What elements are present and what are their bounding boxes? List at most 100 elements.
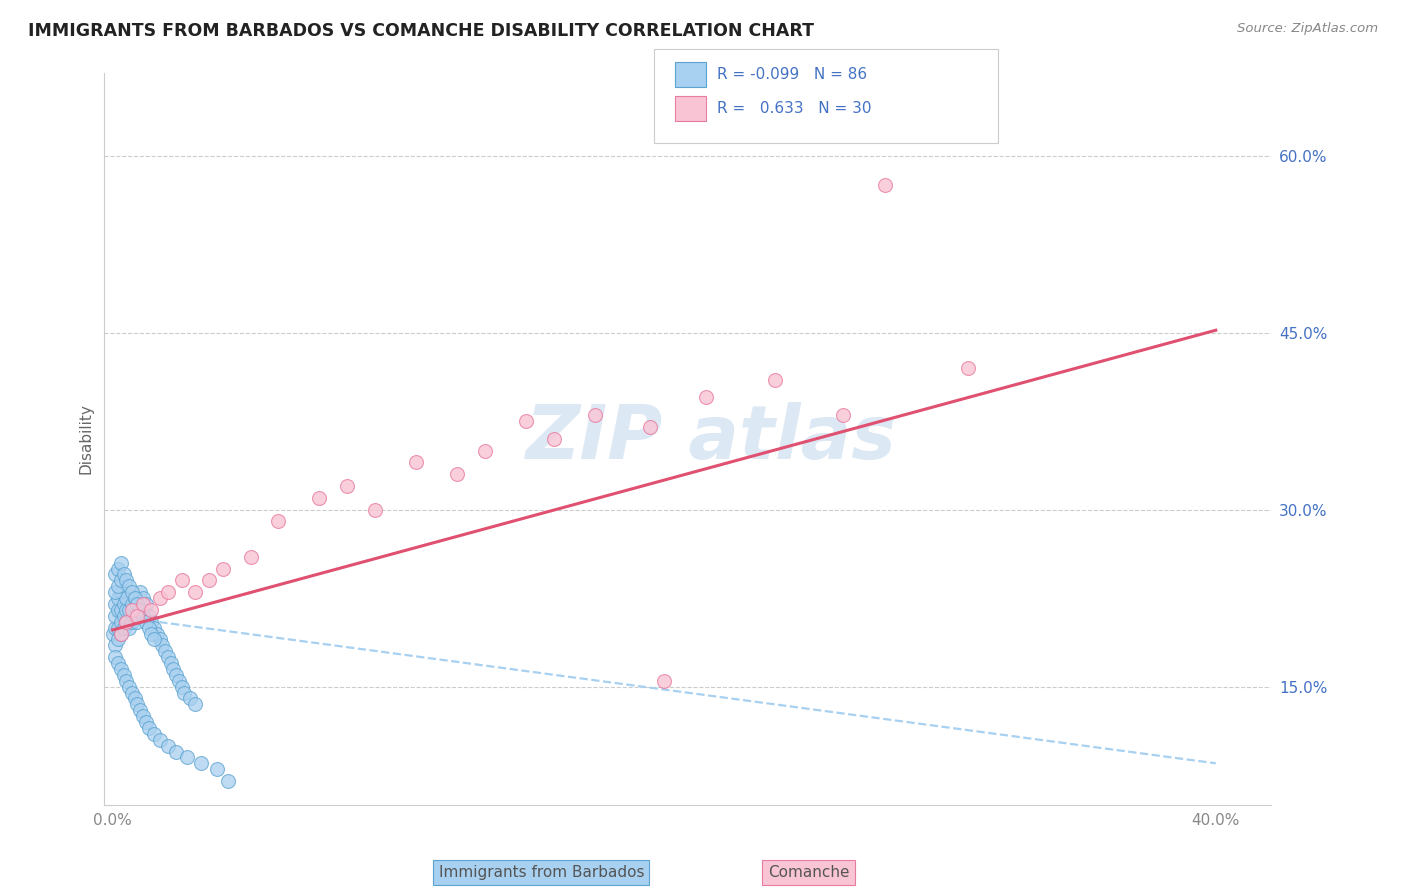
- Point: [115, 615, 138, 629]
- Point: [112, 597, 135, 611]
- Point: [198, 574, 221, 588]
- Point: [104, 567, 127, 582]
- Point: [110, 574, 132, 588]
- Point: [112, 668, 135, 682]
- Point: [218, 774, 240, 789]
- Point: [308, 491, 330, 505]
- Point: [170, 680, 193, 694]
- Point: [121, 603, 143, 617]
- Point: [107, 591, 129, 606]
- Point: [121, 585, 143, 599]
- Point: [107, 603, 129, 617]
- Point: [763, 373, 786, 387]
- Point: [159, 656, 181, 670]
- Point: [118, 680, 141, 694]
- Point: [446, 467, 468, 482]
- Point: [110, 615, 132, 629]
- Text: Source: ZipAtlas.com: Source: ZipAtlas.com: [1237, 22, 1378, 36]
- Point: [129, 585, 152, 599]
- Point: [112, 608, 135, 623]
- Point: [104, 650, 127, 665]
- Point: [212, 561, 235, 575]
- Point: [148, 732, 170, 747]
- Point: [118, 579, 141, 593]
- Point: [124, 691, 146, 706]
- Point: [153, 644, 176, 658]
- Point: [110, 626, 132, 640]
- Point: [138, 608, 160, 623]
- Point: [146, 626, 169, 640]
- Point: [239, 549, 262, 564]
- Point: [132, 597, 155, 611]
- Point: [127, 608, 149, 623]
- Point: [104, 608, 127, 623]
- Point: [956, 361, 979, 376]
- Point: [107, 656, 129, 670]
- Point: [474, 443, 496, 458]
- Point: [115, 615, 138, 629]
- Text: Comanche: Comanche: [768, 865, 849, 880]
- Text: R =   0.633   N = 30: R = 0.633 N = 30: [717, 102, 872, 116]
- Point: [115, 591, 138, 606]
- Point: [141, 626, 163, 640]
- Y-axis label: Disability: Disability: [79, 403, 93, 475]
- Point: [141, 603, 163, 617]
- Text: R = -0.099   N = 86: R = -0.099 N = 86: [717, 68, 868, 82]
- Text: Immigrants from Barbados: Immigrants from Barbados: [439, 865, 644, 880]
- Point: [104, 621, 127, 635]
- Point: [165, 744, 187, 758]
- Point: [132, 608, 155, 623]
- Point: [101, 626, 124, 640]
- Point: [184, 585, 207, 599]
- Point: [640, 420, 662, 434]
- Point: [138, 721, 160, 735]
- Point: [583, 408, 606, 422]
- Point: [112, 621, 135, 635]
- Point: [156, 650, 179, 665]
- Point: [118, 603, 141, 617]
- Point: [124, 591, 146, 606]
- Point: [148, 632, 170, 647]
- Point: [121, 597, 143, 611]
- Point: [173, 685, 195, 699]
- Point: [405, 455, 427, 469]
- Point: [107, 561, 129, 575]
- Point: [135, 597, 157, 611]
- Point: [165, 668, 187, 682]
- Point: [167, 673, 190, 688]
- Point: [150, 638, 173, 652]
- Point: [543, 432, 565, 446]
- Point: [832, 408, 855, 422]
- Point: [110, 626, 132, 640]
- Point: [124, 591, 146, 606]
- Point: [267, 515, 290, 529]
- Point: [515, 414, 537, 428]
- Point: [162, 662, 184, 676]
- Point: [110, 662, 132, 676]
- Point: [184, 698, 207, 712]
- Point: [129, 703, 152, 717]
- Point: [156, 585, 179, 599]
- Point: [363, 502, 385, 516]
- Point: [135, 615, 157, 629]
- Point: [143, 632, 166, 647]
- Point: [132, 603, 155, 617]
- Point: [143, 621, 166, 635]
- Point: [121, 615, 143, 629]
- Text: IMMIGRANTS FROM BARBADOS VS COMANCHE DISABILITY CORRELATION CHART: IMMIGRANTS FROM BARBADOS VS COMANCHE DIS…: [28, 22, 814, 40]
- Point: [110, 603, 132, 617]
- Point: [176, 750, 198, 764]
- Point: [110, 585, 132, 599]
- Point: [104, 585, 127, 599]
- Point: [179, 691, 201, 706]
- Point: [141, 615, 163, 629]
- Point: [873, 178, 896, 192]
- Point: [143, 727, 166, 741]
- Point: [107, 579, 129, 593]
- Point: [138, 621, 160, 635]
- Point: [129, 603, 152, 617]
- Point: [132, 591, 155, 606]
- Point: [121, 685, 143, 699]
- Point: [135, 714, 157, 729]
- Point: [118, 621, 141, 635]
